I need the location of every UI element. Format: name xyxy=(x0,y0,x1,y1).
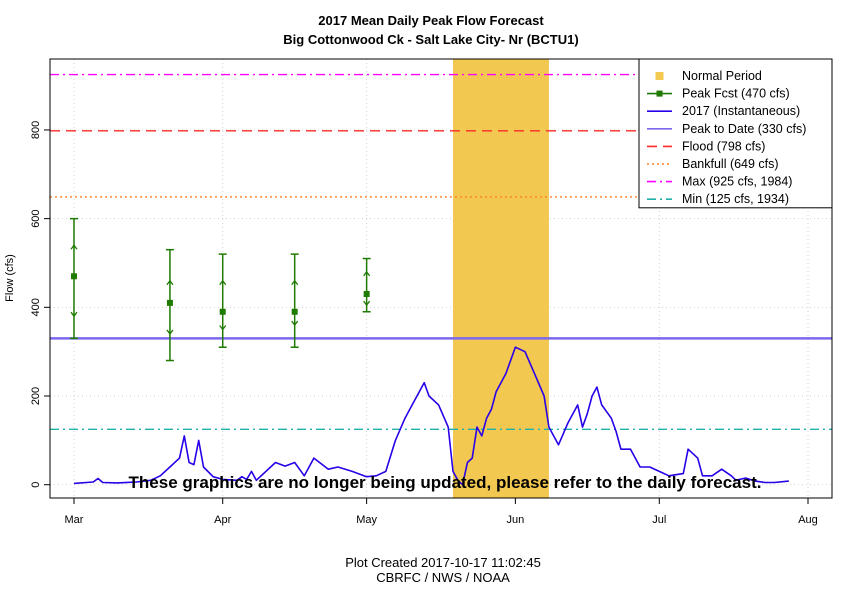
y-tick-label: 0 xyxy=(30,482,42,488)
y-axis-label: Flow (cfs) xyxy=(4,254,16,302)
chart-subtitle: Big Cottonwood Ck - Salt Lake City- Nr (… xyxy=(283,32,578,47)
series-line-2017 xyxy=(73,346,789,486)
legend-item: Max (925 cfs, 1984) xyxy=(647,175,792,189)
footer-agency: CBRFC / NWS / NOAA xyxy=(376,570,510,585)
legend-label: Bankfull (649 cfs) xyxy=(682,157,779,171)
forecast-upper-arrow xyxy=(291,279,299,286)
legend-label: Min (125 cfs, 1934) xyxy=(682,192,789,206)
legend-label: Max (925 cfs, 1984) xyxy=(682,175,792,189)
legend-label: Peak Fcst (470 cfs) xyxy=(682,87,790,101)
x-tick-label: Jul xyxy=(652,514,666,526)
x-tick-label: Apr xyxy=(214,514,231,526)
forecast-upper-arrow xyxy=(219,279,227,286)
legend-swatch xyxy=(655,72,664,80)
forecast-layer xyxy=(69,217,371,362)
not-updated-annotation: These graphics are no longer being updat… xyxy=(129,473,762,492)
forecast-lower-arrow xyxy=(363,300,371,307)
normal-period-band xyxy=(452,59,549,498)
legend-item: Peak Fcst (470 cfs) xyxy=(647,87,790,101)
footer-created: Plot Created 2017-10-17 11:02:45 xyxy=(345,555,541,570)
series-layer xyxy=(73,346,789,486)
legend-item: 2017 (Instantaneous) xyxy=(647,104,800,118)
forecast-point xyxy=(218,253,227,348)
x-tick-label: May xyxy=(356,514,377,526)
y-tick-label: 400 xyxy=(30,298,42,316)
legend-item: Peak to Date (330 cfs) xyxy=(647,122,806,136)
forecast-point xyxy=(165,248,174,362)
x-tick-label: Mar xyxy=(65,514,84,526)
forecast-upper-arrow xyxy=(166,279,174,286)
forecast-lower-arrow xyxy=(291,320,299,327)
legend-item: Bankfull (649 cfs) xyxy=(647,157,779,171)
legend: Normal Period Peak Fcst (470 cfs) 2017 (In… xyxy=(638,58,833,209)
forecast-upper-arrow xyxy=(363,270,371,277)
forecast-point xyxy=(362,257,371,313)
legend-box xyxy=(638,58,833,209)
legend-label: Peak to Date (330 cfs) xyxy=(682,122,806,136)
forecast-marker xyxy=(70,273,77,280)
forecast-lower-arrow xyxy=(70,311,78,318)
legend-item: Normal Period xyxy=(655,69,762,83)
forecast-lower-arrow xyxy=(166,329,174,336)
forecast-point xyxy=(290,253,299,348)
y-tick-label: 200 xyxy=(30,387,42,405)
legend-item: Min (125 cfs, 1934) xyxy=(647,192,789,206)
plot-frame xyxy=(49,58,833,499)
legend-label: 2017 (Instantaneous) xyxy=(682,104,800,118)
y-tick-label: 800 xyxy=(30,121,42,139)
legend-item: Flood (798 cfs) xyxy=(647,139,765,153)
forecast-point xyxy=(69,217,78,340)
legend-marker xyxy=(656,90,663,97)
legend-label: Normal Period xyxy=(682,69,762,83)
x-tick-label: Aug xyxy=(798,514,818,526)
forecast-marker xyxy=(363,291,370,298)
forecast-marker xyxy=(291,308,298,315)
legend-label: Flood (798 cfs) xyxy=(682,139,765,153)
forecast-upper-arrow xyxy=(70,244,78,250)
forecast-marker xyxy=(166,299,173,306)
y-tick-label: 600 xyxy=(30,209,42,227)
forecast-marker xyxy=(219,308,226,315)
forecast-lower-arrow xyxy=(219,325,227,331)
axes-layer: 0 200 400 600 800 Mar Apr May Jun Jul Aug xyxy=(30,58,833,526)
x-tick-label: Jun xyxy=(506,514,524,526)
chart-title: 2017 Mean Daily Peak Flow Forecast xyxy=(318,13,544,28)
normal-period-layer xyxy=(452,59,549,498)
